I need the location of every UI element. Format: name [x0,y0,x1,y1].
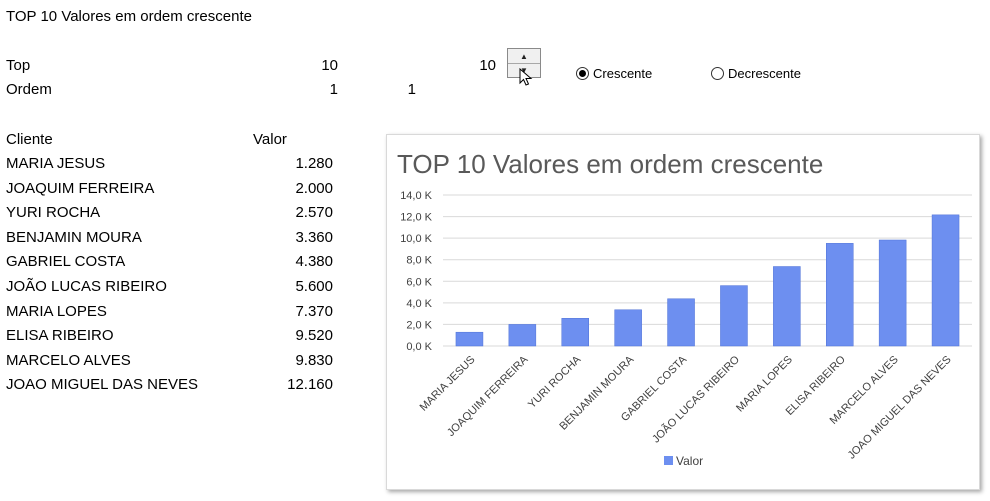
radio-crescente-label: Crescente [593,66,653,81]
y-tick-label: 8,0 K [406,255,432,267]
table-row-valor[interactable]: 1.280 [295,155,333,172]
bar [931,214,960,347]
y-tick-label: 14,0 K [400,190,432,202]
chart[interactable]: TOP 10 Valores em ordem crescente 0,0 K 2… [386,134,980,490]
bar [667,298,695,347]
y-tick-label: 12,0 K [400,212,432,224]
x-tick-label: JOÃO LUCAS RIBEIRO [649,353,742,446]
bar [878,239,907,347]
y-tick-label: 10,0 K [400,233,432,245]
radio-decrescente[interactable]: Decrescente [711,66,801,81]
table-row-valor[interactable]: 12.160 [287,376,333,394]
top-label: Top [6,57,31,74]
bar [614,309,642,347]
order-label: Ordem [6,81,52,98]
table-row-valor[interactable]: 7.370 [295,302,333,320]
y-tick-label: 6,0 K [406,276,432,288]
table-row-valor[interactable]: 9.520 [295,327,333,345]
bar [773,266,801,347]
bar [826,243,854,347]
table-row-cliente[interactable]: MARCELO ALVES [6,351,131,369]
table-row-cliente[interactable]: ELISA RIBEIRO [6,327,114,345]
table-row-valor[interactable]: 2.000 [295,179,333,197]
top-value-cell[interactable]: 10 [321,57,338,74]
table-row-cliente[interactable]: BENJAMIN MOURA [6,228,142,246]
sheet-heading: TOP 10 Valores em ordem crescente [6,8,252,25]
chart-title: TOP 10 Valores em ordem crescente [397,149,824,179]
mouse-cursor-icon [519,68,533,86]
radio-crescente[interactable]: Crescente [576,66,652,81]
top-spinner-value-cell[interactable]: 10 [479,57,496,74]
table-row-cliente[interactable]: JOÃO LUCAS RIBEIRO [6,278,167,295]
table-row-cliente[interactable]: MARIA JESUS [6,155,106,172]
table-row-valor[interactable]: 3.360 [295,228,333,246]
table-row-cliente[interactable]: GABRIEL COSTA [6,253,126,271]
radio-selected-icon [576,67,589,80]
y-tick-label: 4,0 K [406,298,432,310]
table-row-cliente[interactable]: MARIA LOPES [6,302,107,320]
y-tick-label: 2,0 K [406,319,432,331]
x-tick-label: YURI ROCHA [526,353,584,411]
table-row-cliente[interactable]: JOAO MIGUEL DAS NEVES [6,376,198,394]
y-tick-label: 0,0 K [406,341,432,353]
table-row-valor[interactable]: 5.600 [295,278,333,295]
bar [561,318,589,347]
table-row-cliente[interactable]: YURI ROCHA [6,204,101,222]
order-value-cell[interactable]: 1 [329,81,338,98]
table-row-valor[interactable]: 2.570 [295,204,333,222]
column-header-valor: Valor [253,131,287,148]
table-row-valor[interactable]: 9.830 [295,351,333,369]
chart-plot: 0,0 K 2,0 K 4,0 K 6,0 K 8,0 K 10,0 K 12,0 K 14,… [400,190,972,468]
legend-swatch [664,456,673,465]
order-value-2-cell[interactable]: 1 [407,81,416,98]
triangle-down-icon: ▼ [520,65,528,75]
radio-unselected-icon [711,67,724,80]
radio-decrescente-label: Decrescente [728,66,801,81]
legend-label: Valor [676,454,703,468]
bar [720,285,748,347]
bar [508,324,537,347]
x-tick-label: JOAO MIGUEL DAS NEVES [846,354,954,462]
x-tick-label: MARIA LOPES [734,354,795,415]
spinner-up-button[interactable]: ▲ [508,49,540,64]
table-row-valor[interactable]: 4.380 [295,253,333,271]
bar [455,331,484,347]
spinner-down-button[interactable]: ▼ [508,63,540,77]
column-header-cliente: Cliente [6,131,53,148]
x-tick-label: MARIA JESUS [418,354,478,414]
table-row-cliente[interactable]: JOAQUIM FERREIRA [6,179,155,197]
triangle-up-icon: ▲ [520,51,528,61]
